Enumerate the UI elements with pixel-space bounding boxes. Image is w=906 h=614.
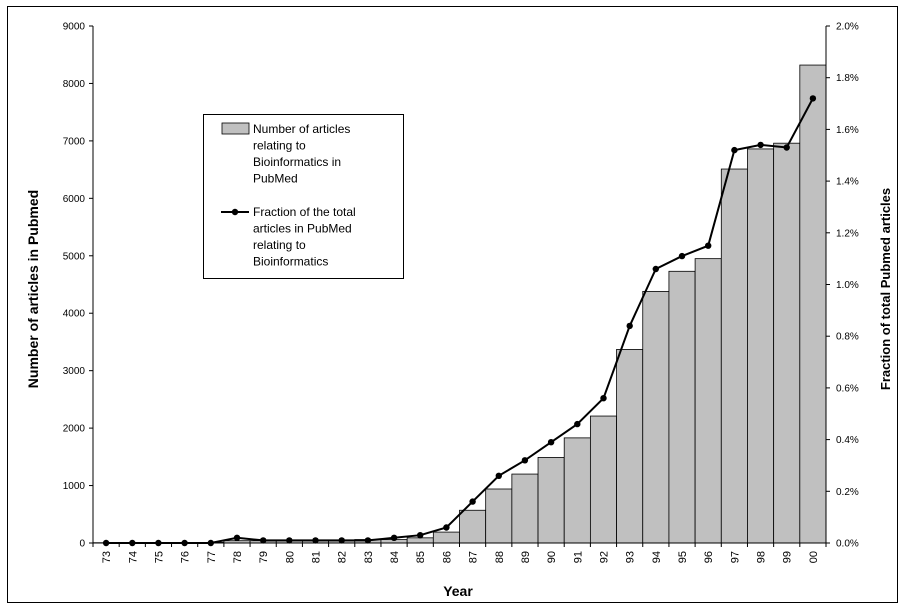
point-99 — [784, 144, 790, 150]
x-tick-label: 93 — [625, 551, 637, 563]
right-tick-label: 0.6% — [836, 383, 859, 394]
point-95 — [679, 253, 685, 259]
bar-00 — [800, 65, 826, 543]
legend-line-marker — [232, 209, 238, 215]
y-axis-title: Number of articles in Pubmed — [25, 190, 41, 388]
point-93 — [627, 323, 633, 329]
bar-93 — [617, 349, 643, 543]
x-tick-label: 88 — [494, 551, 506, 563]
x-tick-label: 89 — [520, 551, 532, 563]
bar-94 — [643, 291, 669, 543]
legend-line-label-line: relating to — [253, 238, 306, 252]
point-88 — [496, 473, 502, 479]
point-94 — [653, 266, 659, 272]
right-tick-label: 1.8% — [836, 73, 859, 84]
point-85 — [417, 532, 423, 538]
x-tick-label: 77 — [206, 551, 218, 563]
x-tick-label: 99 — [782, 551, 794, 563]
x-tick-label: 73 — [101, 551, 113, 563]
bar-89 — [512, 474, 538, 543]
bar-97 — [721, 169, 747, 543]
bar-88 — [486, 489, 512, 543]
x-tick-label: 79 — [258, 551, 270, 563]
bar-98 — [747, 149, 773, 543]
x-tick-label: 83 — [363, 551, 375, 563]
x-tick-label: 96 — [703, 551, 715, 563]
right-tick-label: 1.6% — [836, 125, 859, 136]
x-tick-label: 81 — [311, 551, 323, 563]
legend-line-label-line: Fraction of the total — [253, 205, 356, 219]
point-98 — [757, 142, 763, 148]
x-tick-label: 78 — [232, 551, 244, 563]
point-89 — [522, 457, 528, 463]
right-tick-label: 1.0% — [836, 280, 859, 291]
point-78 — [234, 535, 240, 541]
right-tick-label: 0.8% — [836, 332, 859, 343]
right-tick-label: 1.4% — [836, 177, 859, 188]
x-tick-label: 85 — [415, 551, 427, 563]
right-tick-label: 1.2% — [836, 228, 859, 239]
point-92 — [600, 395, 606, 401]
point-96 — [705, 243, 711, 249]
left-tick-label: 8000 — [63, 79, 86, 90]
x-tick-label: 90 — [546, 551, 558, 563]
x-tick-label: 94 — [651, 551, 663, 563]
x-tick-label: 95 — [677, 551, 689, 563]
bar-86 — [433, 532, 459, 543]
point-00 — [810, 95, 816, 101]
x-tick-label: 98 — [756, 551, 768, 563]
legend-bar-label-line: relating to — [253, 139, 306, 153]
legend: Number of articles relating to Bioinformat… — [204, 115, 404, 279]
left-tick-label: 5000 — [63, 251, 86, 262]
bar-87 — [460, 510, 486, 543]
x-tick-label: 00 — [808, 551, 820, 563]
left-tick-label: 4000 — [63, 309, 86, 320]
left-tick-label: 2000 — [63, 424, 86, 435]
legend-bar-label-line: Number of articles — [253, 122, 350, 136]
point-97 — [731, 147, 737, 153]
x-tick-label: 84 — [389, 551, 401, 563]
bar-99 — [774, 143, 800, 543]
point-87 — [469, 498, 475, 504]
legend-line-label-line: articles in PubMed — [253, 222, 352, 236]
point-90 — [548, 439, 554, 445]
legend-bar-label-line: PubMed — [253, 172, 298, 186]
x-tick-label: 74 — [127, 551, 139, 563]
x-tick-label: 82 — [337, 551, 349, 563]
right-tick-label: 0.2% — [836, 487, 859, 498]
x-tick-label: 86 — [441, 551, 453, 563]
x-axis-title: Year — [443, 583, 473, 599]
point-84 — [391, 535, 397, 541]
legend-line-label-line: Bioinformatics — [253, 255, 328, 269]
bar-90 — [538, 457, 564, 543]
left-tick-label: 6000 — [63, 194, 86, 205]
x-tick-label: 87 — [468, 551, 480, 563]
left-tick-label: 9000 — [63, 22, 86, 33]
x-tick-label: 76 — [180, 551, 192, 563]
point-91 — [574, 421, 580, 427]
bar-95 — [669, 271, 695, 543]
legend-bar-swatch — [222, 123, 249, 134]
left-tick-label: 0 — [79, 539, 85, 550]
bar-91 — [564, 438, 590, 543]
point-86 — [443, 524, 449, 530]
x-tick-label: 97 — [729, 551, 741, 563]
left-tick-label: 7000 — [63, 136, 86, 147]
x-tick-label: 92 — [599, 551, 611, 563]
x-tick-label: 75 — [153, 551, 165, 563]
bar-92 — [590, 416, 616, 543]
right-tick-label: 0.4% — [836, 435, 859, 446]
right-tick-label: 0.0% — [836, 539, 859, 550]
y2-axis-title: Fraction of total Pubmed articles — [878, 188, 893, 390]
bar-85 — [407, 538, 433, 543]
left-tick-label: 3000 — [63, 366, 86, 377]
legend-bar-label-line: Bioinformatics in — [253, 155, 341, 169]
x-tick-label: 91 — [572, 551, 584, 563]
left-tick-label: 1000 — [63, 481, 86, 492]
x-tick-label: 80 — [284, 551, 296, 563]
bar-96 — [695, 259, 721, 543]
right-tick-label: 2.0% — [836, 22, 859, 33]
